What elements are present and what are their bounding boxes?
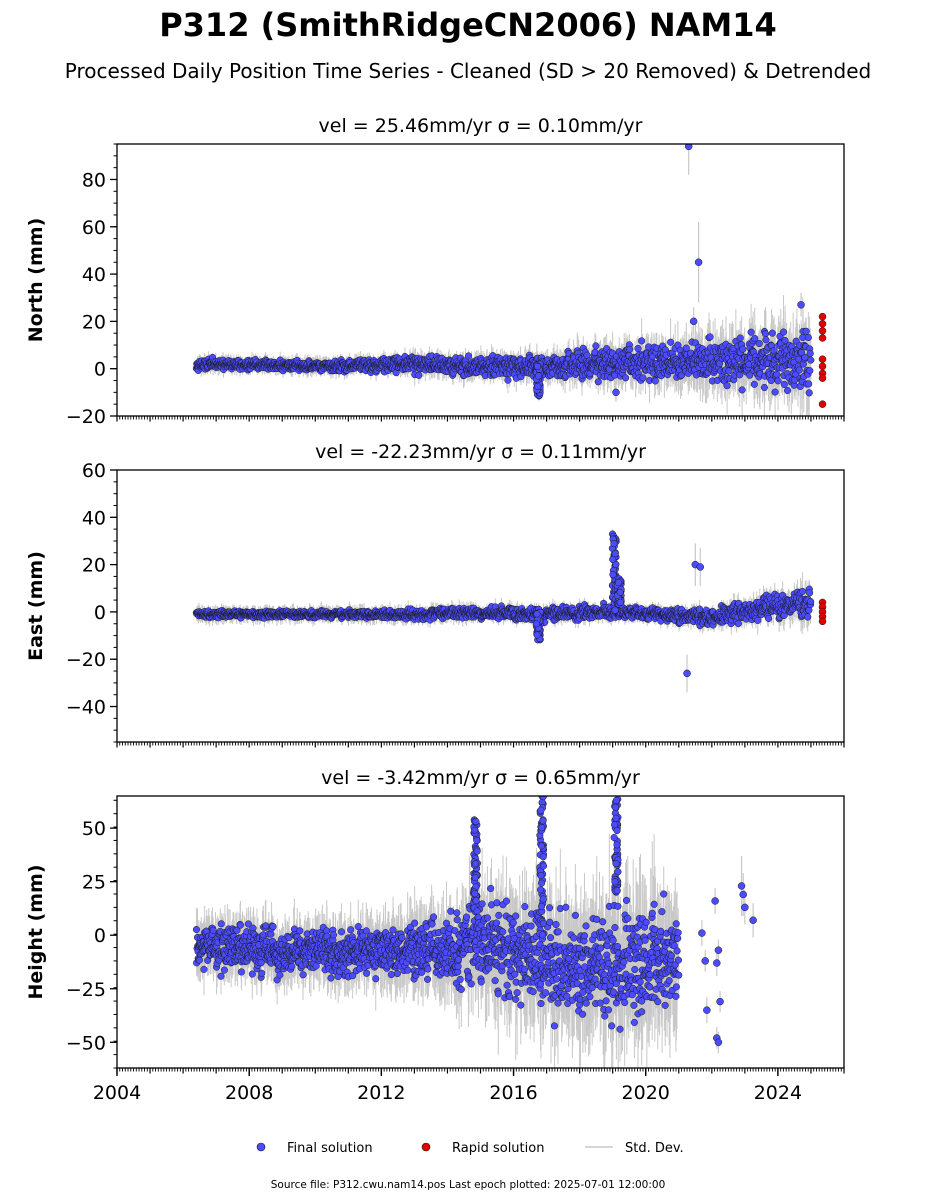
final-point (784, 386, 792, 395)
final-point (795, 366, 803, 374)
panel-title-north: vel = 25.46mm/yr σ = 0.10mm/yr (319, 115, 643, 137)
final-point (807, 356, 815, 364)
y-tick-label: 20 (82, 311, 106, 333)
final-point-outlier (694, 258, 703, 267)
final-point (723, 382, 731, 390)
final-point (592, 342, 600, 350)
rapid-point (818, 327, 827, 335)
final-point (746, 371, 754, 379)
final-point (638, 337, 646, 345)
panel-north: vel = 25.46mm/yr σ = 0.10mm/yr North (mm)… (25, 115, 845, 428)
final-point (750, 380, 758, 388)
final-point (634, 344, 642, 353)
figure-title: P312 (SmithRidgeCN2006) NAM14 (159, 6, 777, 44)
final-point (667, 338, 675, 346)
final-point (806, 349, 814, 358)
final-point (781, 336, 789, 345)
y-tick-label: 0 (94, 359, 106, 381)
final-point (534, 362, 542, 371)
plot-area-east (192, 529, 827, 693)
final-point (706, 333, 714, 341)
final-point (779, 328, 788, 336)
final-point-outlier (612, 388, 620, 397)
final-point (805, 389, 813, 397)
final-point (415, 371, 423, 379)
final-point (747, 328, 755, 336)
final-point (651, 377, 659, 385)
final-point (594, 378, 602, 386)
final-point (682, 344, 690, 352)
y-tick-label: 40 (82, 264, 106, 286)
rapid-point (818, 374, 827, 382)
final-point (762, 336, 770, 344)
final-point (773, 370, 781, 379)
final-point (736, 334, 744, 342)
panel-title-east: vel = -22.23mm/yr σ = 0.11mm/yr (315, 441, 646, 463)
final-point (751, 334, 759, 343)
final-point (739, 345, 747, 353)
rapid-point (818, 320, 827, 328)
final-point (626, 345, 634, 353)
final-point (761, 330, 770, 338)
final-point (504, 376, 512, 384)
panel-east: vel = -22.23mm/yr σ = 0.11mm/yr East (mm)… (25, 441, 845, 748)
final-point (771, 388, 779, 396)
final-points-north (192, 144, 815, 400)
y-tick-label: −20 (66, 406, 106, 428)
plot-area-north (192, 144, 827, 416)
final-point (768, 329, 776, 337)
final-point-outlier (689, 317, 698, 326)
y-tick-label: 60 (82, 217, 106, 239)
ylabel-east: East (mm) (25, 551, 47, 661)
final-point (725, 367, 733, 375)
final-point (760, 383, 768, 392)
final-point (534, 372, 543, 380)
final-point-outlier (684, 144, 693, 151)
final-point (798, 348, 806, 357)
ylabel-north: North (mm) (25, 218, 47, 343)
rapid-point (818, 312, 827, 321)
final-point (774, 377, 782, 385)
final-point (755, 339, 763, 348)
final-point (804, 333, 812, 342)
final-point (534, 382, 542, 390)
final-point (801, 353, 809, 361)
final-point (802, 327, 810, 335)
final-point (639, 374, 647, 382)
final-point (745, 360, 753, 368)
final-point (738, 386, 746, 394)
panels: vel = 25.46mm/yr σ = 0.10mm/yr North (mm)… (25, 115, 845, 1104)
final-point (806, 367, 814, 375)
rapid-point (818, 400, 827, 408)
final-point (465, 352, 473, 360)
rapid-point (818, 362, 827, 371)
y-tick-label: 80 (82, 169, 106, 191)
figure-subtitle: Processed Daily Position Time Series - C… (65, 59, 871, 83)
final-point (780, 380, 788, 388)
rapid-point (818, 355, 827, 363)
rapid-point (818, 334, 827, 342)
final-point-outlier (797, 301, 805, 309)
final-point (805, 380, 813, 388)
final-point (622, 374, 630, 382)
